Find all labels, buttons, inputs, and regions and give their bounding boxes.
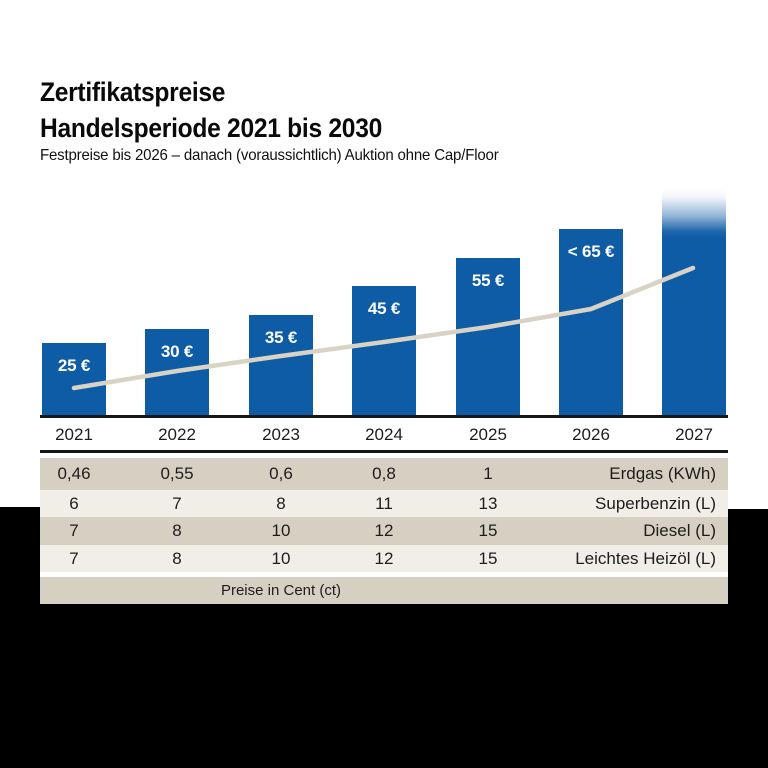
bar-2022-value-label: 30 € bbox=[160, 342, 194, 361]
cell-erdgas-2021: 0,46 bbox=[57, 464, 91, 483]
cell-diesel-2022: 8 bbox=[172, 521, 182, 540]
x-tick-2021: 2021 bbox=[55, 425, 93, 444]
frame-black-bottom bbox=[0, 604, 768, 768]
cell-erdgas-2022: 0,55 bbox=[160, 464, 194, 483]
x-tick-2023: 2023 bbox=[262, 425, 300, 444]
x-axis-line-bottom bbox=[40, 450, 728, 453]
x-tick-2022: 2022 bbox=[158, 425, 196, 444]
cell-diesel-2025: 15 bbox=[478, 521, 498, 540]
bar-2027-open-ended bbox=[662, 188, 726, 415]
bar-2021: 25 € bbox=[42, 343, 106, 415]
table-row-heizoel-bg bbox=[40, 545, 728, 572]
cell-superbenzin-2024: 11 bbox=[375, 494, 393, 513]
bar-2024-value-label: 45 € bbox=[367, 299, 401, 318]
cell-diesel-2024: 12 bbox=[374, 521, 394, 540]
row-label-diesel: Diesel (L) bbox=[643, 521, 716, 540]
table-footer-bg bbox=[40, 577, 728, 604]
cell-heizoel-2022: 8 bbox=[172, 549, 182, 568]
title-line-1: Zertifikatspreise bbox=[40, 77, 226, 107]
bar-2026-value-label: < 65 € bbox=[567, 242, 615, 261]
cell-heizoel-2021: 7 bbox=[69, 549, 79, 568]
bar-2025-value-label: 55 € bbox=[471, 271, 505, 290]
bar-2025: 55 € bbox=[456, 258, 520, 415]
page-title: Zertifikatspreise Handelsperiode 2021 bi… bbox=[40, 74, 382, 146]
cell-heizoel-2024: 12 bbox=[374, 549, 394, 568]
table-row-diesel-bg bbox=[40, 517, 728, 545]
cell-heizoel-2023: 10 bbox=[271, 549, 291, 568]
title-line-2: Handelsperiode 2021 bis 2030 bbox=[40, 113, 382, 143]
cell-superbenzin-2022: 7 bbox=[172, 494, 182, 513]
cell-erdgas-2025: 1 bbox=[483, 464, 493, 483]
bar-2021-value-label: 25 € bbox=[57, 356, 91, 375]
table-footer-note: Preise in Cent (ct) bbox=[220, 582, 342, 599]
bar-2024: 45 € bbox=[352, 286, 416, 415]
cell-diesel-2021: 7 bbox=[69, 521, 79, 540]
row-label-erdgas: Erdgas (KWh) bbox=[609, 464, 716, 483]
cell-erdgas-2024: 0,8 bbox=[372, 464, 396, 483]
frame-black-right bbox=[728, 509, 768, 604]
page-subtitle: Festpreise bis 2026 – danach (voraussich… bbox=[40, 147, 499, 164]
row-label-superbenzin: Superbenzin (L) bbox=[595, 494, 716, 513]
cell-superbenzin-2025: 13 bbox=[478, 494, 498, 513]
frame-black-left bbox=[0, 507, 40, 604]
x-tick-2024: 2024 bbox=[365, 425, 403, 444]
x-tick-2026: 2026 bbox=[572, 425, 610, 444]
bar-2023: 35 € bbox=[249, 315, 313, 415]
bar-2023-value-label: 35 € bbox=[264, 328, 298, 347]
cell-superbenzin-2021: 6 bbox=[69, 494, 79, 513]
table-row-erdgas-bg bbox=[40, 458, 728, 490]
cell-superbenzin-2023: 8 bbox=[276, 494, 286, 513]
row-label-heizoel: Leichtes Heizöl (L) bbox=[575, 549, 716, 568]
table-row-superbenzin-bg bbox=[40, 490, 728, 517]
x-tick-2025: 2025 bbox=[469, 425, 507, 444]
x-tick-2027: 2027 bbox=[675, 425, 713, 444]
x-axis-line-top bbox=[40, 415, 728, 418]
cell-heizoel-2025: 15 bbox=[478, 549, 498, 568]
cell-erdgas-2023: 0,6 bbox=[269, 464, 293, 483]
cell-diesel-2023: 10 bbox=[271, 521, 291, 540]
bar-2026: < 65 € bbox=[559, 229, 623, 415]
bar-2022: 30 € bbox=[145, 329, 209, 415]
